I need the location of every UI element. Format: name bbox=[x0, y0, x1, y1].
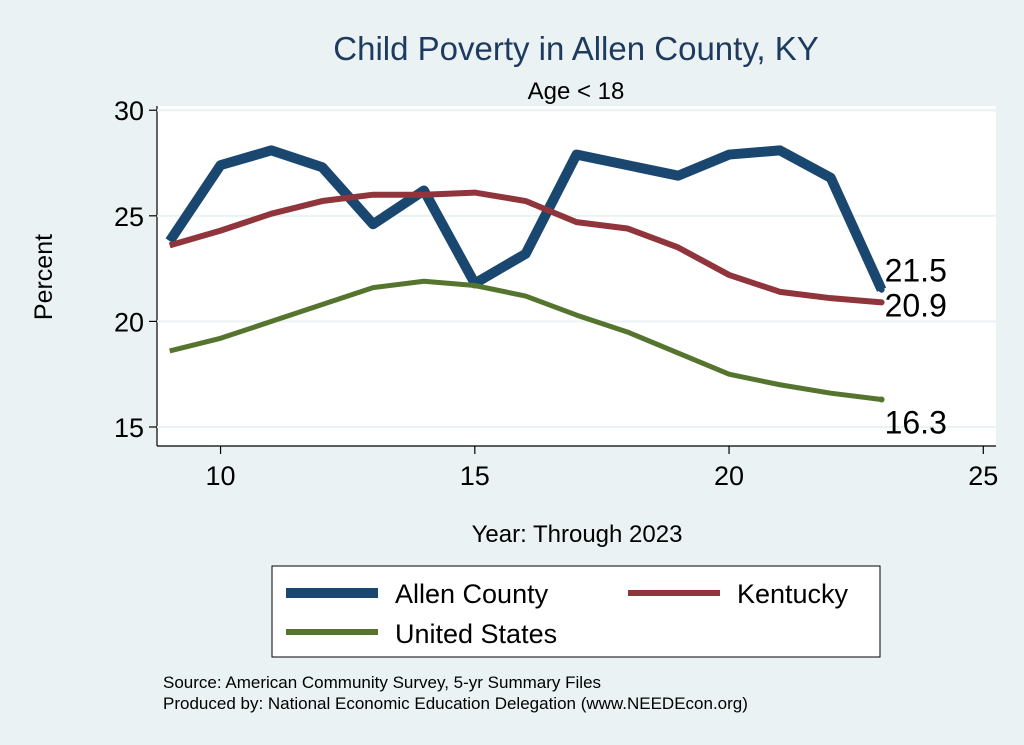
source-note: Source: American Community Survey, 5-yr … bbox=[163, 673, 601, 692]
x-tick-label: 15 bbox=[460, 461, 490, 491]
y-axis-ticks: 15 20 25 30 bbox=[114, 96, 157, 443]
end-labels: 21.520.9 16.3 bbox=[878, 253, 947, 441]
y-tick-label: 25 bbox=[114, 202, 144, 232]
end-label-allen-county: 21.5 bbox=[885, 253, 947, 289]
series-line-united-states bbox=[169, 278, 882, 403]
series-line-kentucky bbox=[168, 189, 882, 306]
legend-label-kentucky: Kentucky bbox=[737, 579, 849, 609]
y-tick-label: 30 bbox=[114, 96, 144, 126]
x-tick-label: 25 bbox=[968, 461, 998, 491]
chart-title: Child Poverty in Allen County, KY bbox=[333, 30, 818, 67]
x-axis-title: Year: Through 2023 bbox=[472, 521, 683, 548]
y-axis-title: Percent bbox=[30, 234, 58, 320]
y-tick-label: 15 bbox=[114, 413, 144, 443]
legend-label-united-states: United States bbox=[395, 619, 557, 649]
series-lines bbox=[165, 145, 887, 403]
end-marker-united-states bbox=[878, 396, 885, 403]
end-marker-kentucky bbox=[878, 299, 885, 306]
end-label-united-states: 16.3 bbox=[885, 405, 947, 441]
gridlines bbox=[157, 109, 996, 428]
legend: Allen County Kentucky United States bbox=[271, 565, 881, 658]
legend-label-allen-county: Allen County bbox=[395, 579, 549, 609]
producer-note: Produced by: National Economic Education… bbox=[163, 694, 748, 713]
end-label-kentucky: 20.9 bbox=[885, 287, 947, 323]
end-marker-allen-county bbox=[878, 286, 885, 293]
series-line-allen-county bbox=[165, 145, 887, 292]
x-tick-label: 10 bbox=[206, 461, 236, 491]
legend-box bbox=[271, 565, 881, 658]
chart-subtitle: Age < 18 bbox=[528, 78, 625, 105]
x-axis-ticks: 10 15 20 25 bbox=[206, 446, 998, 491]
x-tick-label: 20 bbox=[714, 461, 744, 491]
y-tick-label: 20 bbox=[114, 307, 144, 337]
